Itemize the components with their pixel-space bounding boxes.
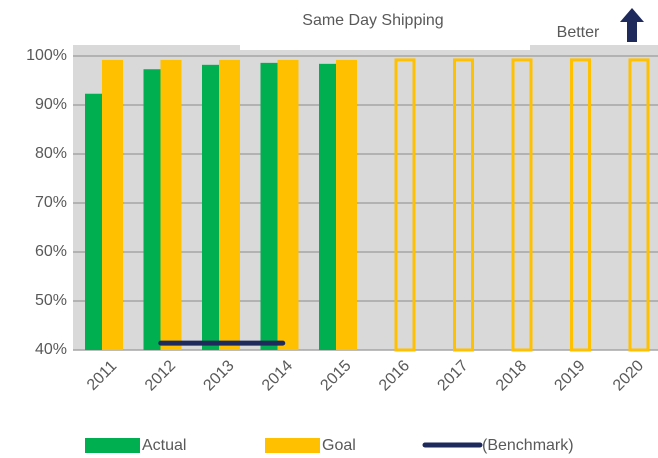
legend-label: Actual bbox=[142, 437, 186, 454]
y-tick-label: 90% bbox=[35, 96, 67, 113]
legend-label: (Benchmark) bbox=[482, 437, 574, 454]
x-tick-label: 2013 bbox=[200, 357, 237, 394]
x-tick-label: 2018 bbox=[493, 357, 530, 394]
bar bbox=[628, 58, 650, 352]
bar bbox=[260, 62, 278, 351]
bar bbox=[202, 64, 219, 350]
y-tick-label: 60% bbox=[35, 243, 67, 260]
bar bbox=[511, 58, 533, 352]
bar bbox=[453, 58, 474, 352]
better-arrow bbox=[620, 8, 644, 42]
y-tick-label: 40% bbox=[35, 341, 67, 358]
legend-label: Goal bbox=[322, 437, 356, 454]
x-tick-label: 2012 bbox=[142, 357, 179, 394]
bar bbox=[336, 59, 357, 351]
bar bbox=[570, 58, 591, 352]
x-tick-label: 2020 bbox=[610, 357, 647, 394]
x-tick-label: 2019 bbox=[551, 357, 588, 394]
y-tick-label: 100% bbox=[26, 47, 67, 64]
x-tick-label: 2011 bbox=[84, 358, 120, 394]
title-box bbox=[240, 0, 530, 50]
bar bbox=[219, 59, 240, 351]
annotation: Better bbox=[557, 24, 600, 41]
bar bbox=[277, 59, 299, 351]
bar bbox=[160, 59, 182, 351]
bar bbox=[319, 63, 336, 351]
legend-swatch bbox=[85, 438, 140, 453]
y-tick-label: 70% bbox=[35, 194, 67, 211]
legend-swatch bbox=[265, 438, 320, 453]
x-tick-label: 2015 bbox=[317, 357, 354, 394]
y-tick-label: 80% bbox=[35, 145, 67, 162]
chart-title: Same Day Shipping bbox=[302, 12, 443, 29]
x-tick-label: 2016 bbox=[376, 357, 413, 394]
bar bbox=[85, 93, 102, 350]
x-tick-label: 2014 bbox=[259, 357, 296, 394]
y-tick-label: 50% bbox=[35, 292, 67, 309]
bar bbox=[102, 59, 123, 351]
bar bbox=[143, 69, 161, 350]
x-tick-label: 2017 bbox=[434, 357, 471, 394]
bar bbox=[394, 58, 416, 352]
